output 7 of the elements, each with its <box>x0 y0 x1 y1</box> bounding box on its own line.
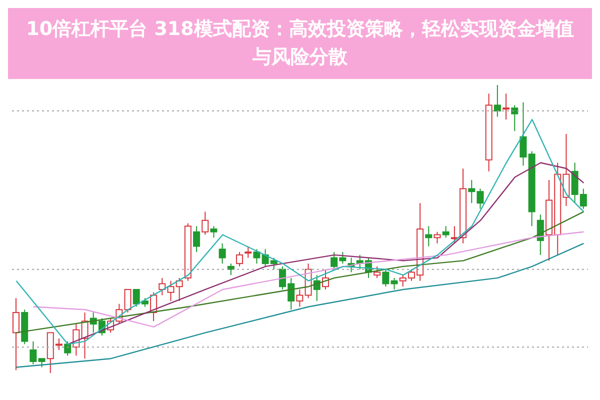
candlestick <box>425 226 432 247</box>
candlestick <box>12 298 20 371</box>
candlestick <box>460 168 467 244</box>
chart-title: 10倍杠杆平台 318模式配资：高效投资策略，轻松实现资金增值与风险分散 <box>8 8 592 80</box>
candlestick <box>485 93 492 172</box>
candlestick <box>520 102 527 166</box>
candlestick <box>502 93 510 120</box>
